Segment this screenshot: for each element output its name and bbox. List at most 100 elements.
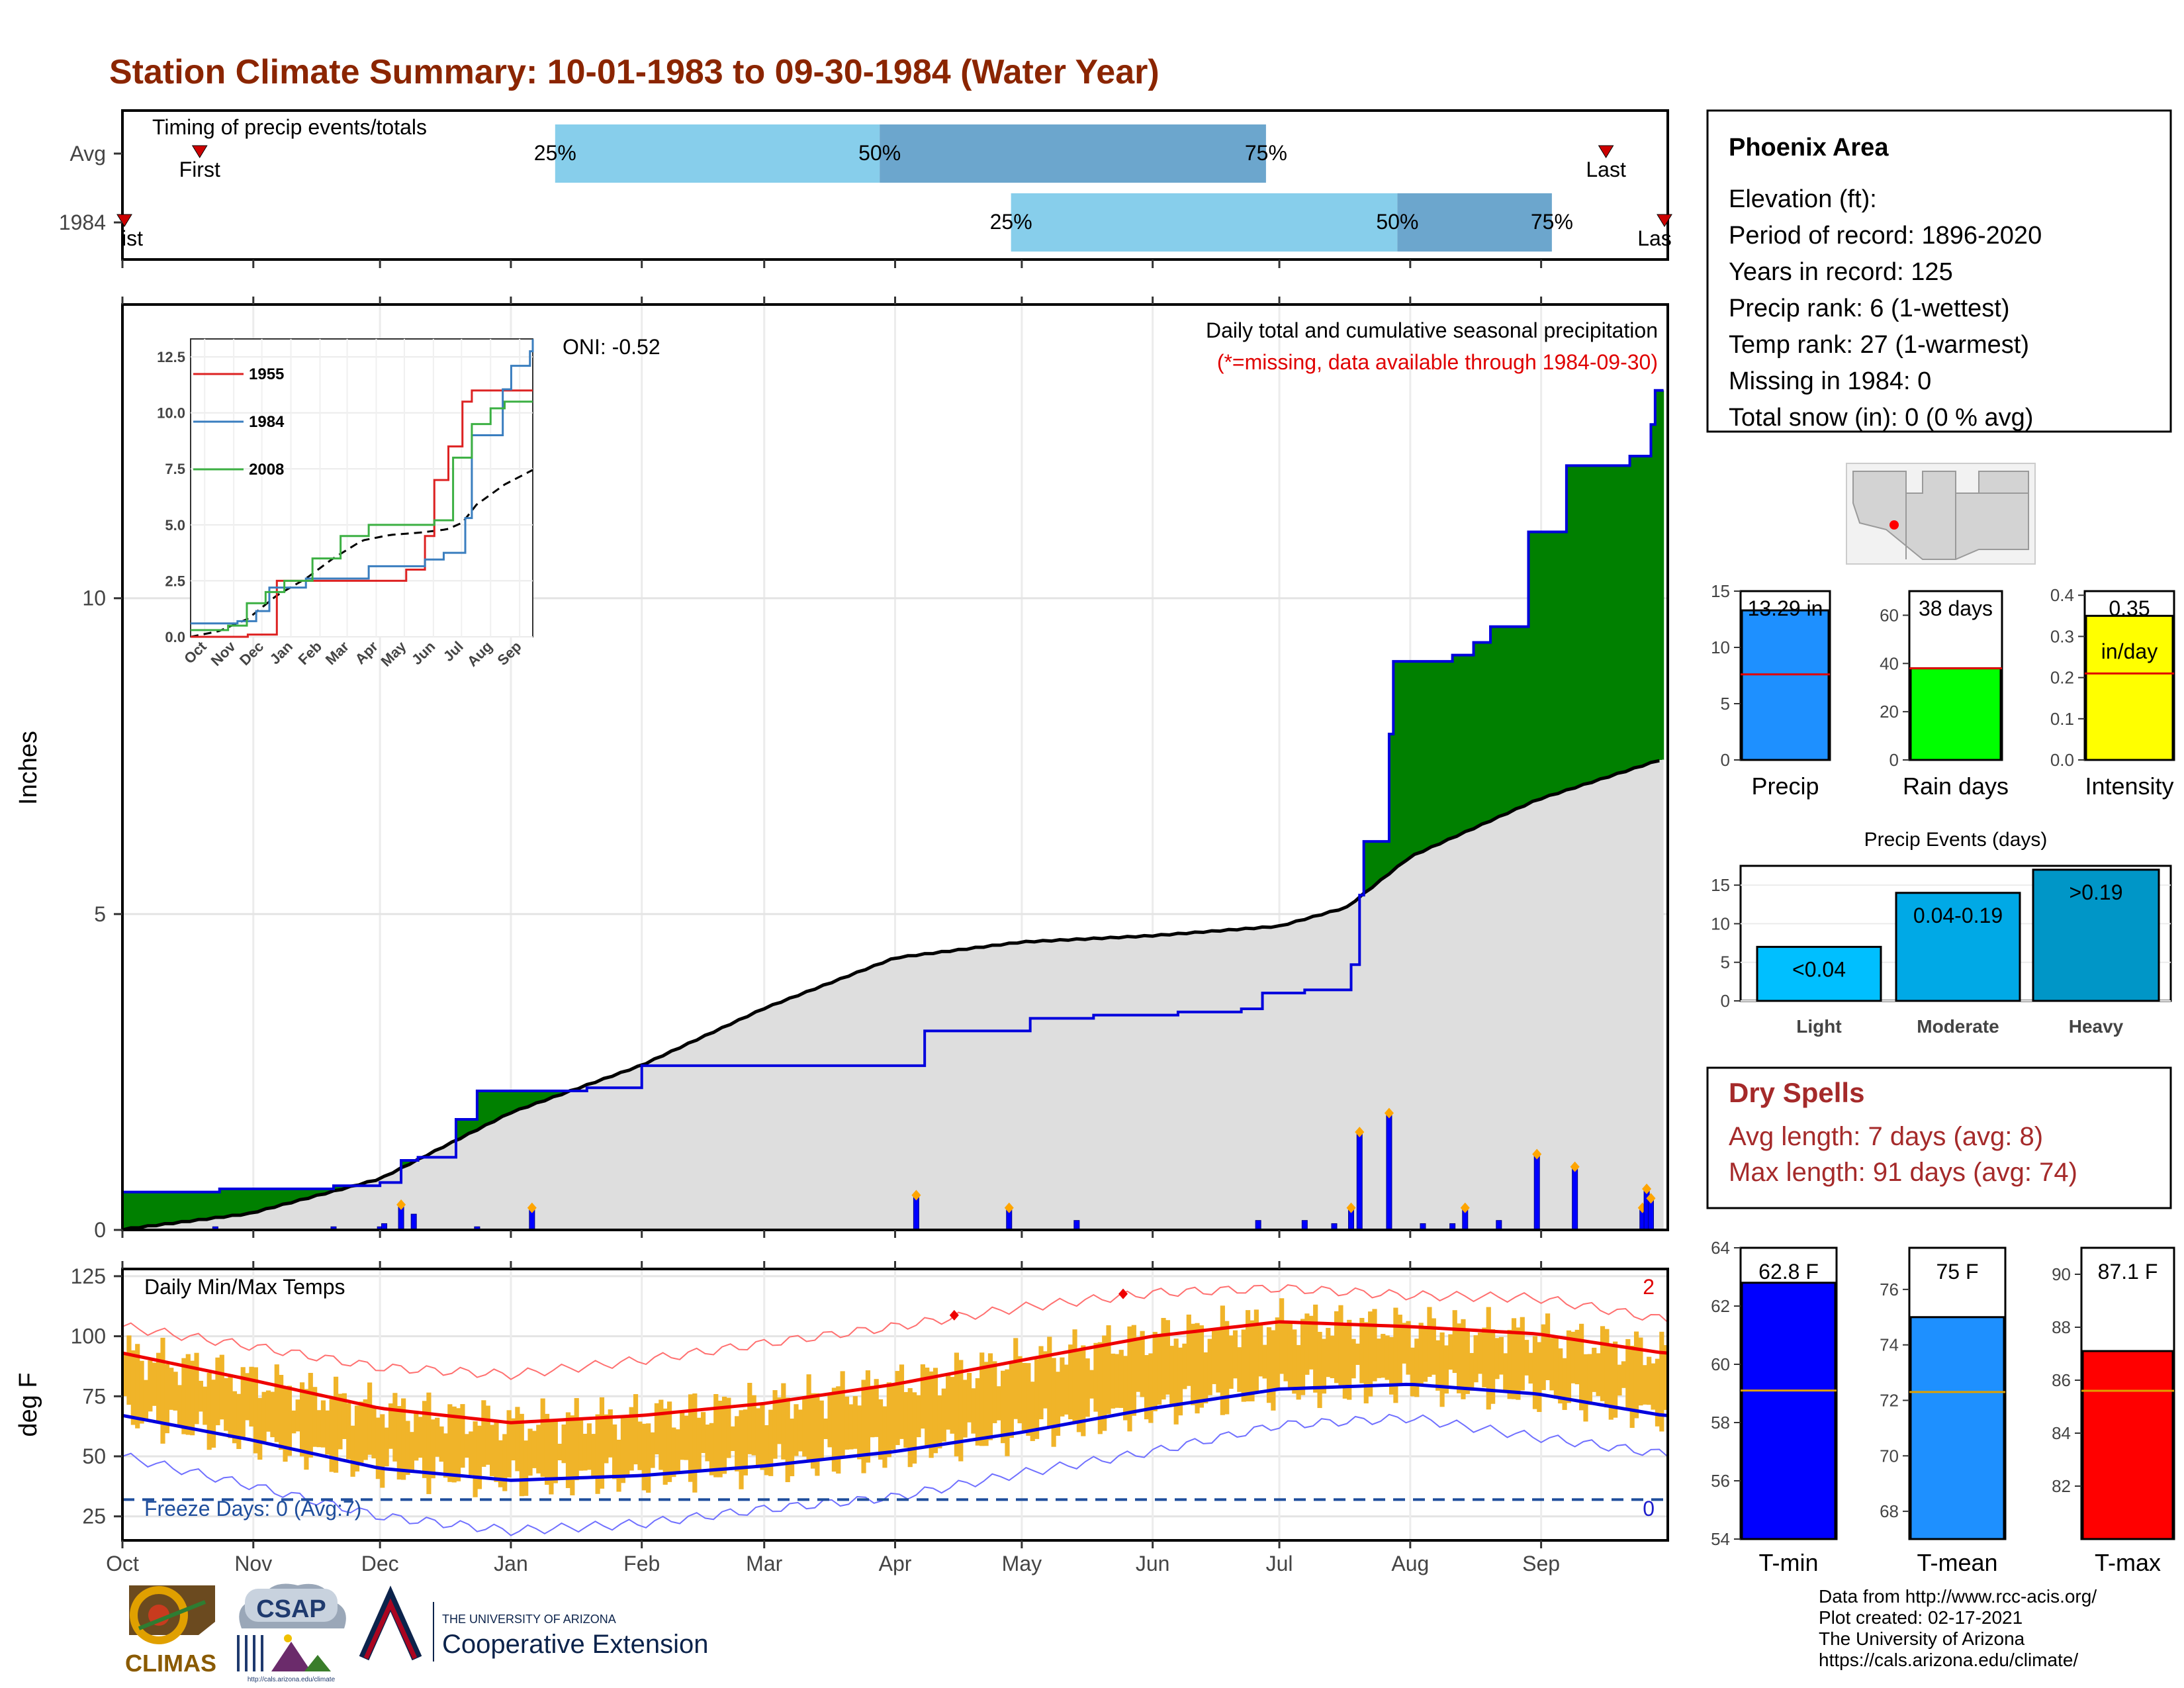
precip-y-tick-label: 0	[94, 1218, 106, 1242]
temp-bar-tick-label: 86	[2052, 1370, 2071, 1390]
precip-departure-area	[544, 1091, 549, 1100]
daily-temp-range-bar	[224, 1378, 229, 1431]
precip-departure-area	[536, 1091, 541, 1103]
temp-bar-tick-label: 54	[1711, 1529, 1730, 1549]
daily-temp-range-bar	[481, 1400, 486, 1467]
daily-temp-range-bar	[1308, 1315, 1314, 1370]
precip-departure-area	[481, 1091, 486, 1127]
daily-temp-range-bar	[177, 1385, 183, 1428]
daily-temp-range-bar	[405, 1421, 410, 1476]
record-high-line	[122, 1284, 1668, 1380]
temp-bar-tick-label: 72	[1880, 1390, 1899, 1410]
daily-temp-range-bar	[1013, 1338, 1019, 1419]
precip-departure-area	[320, 1188, 326, 1195]
precip-departure-area	[557, 1091, 563, 1096]
precip-departure-area	[312, 1188, 318, 1197]
first-event-label: First	[179, 158, 220, 181]
daily-temp-range-bar	[1157, 1336, 1162, 1405]
daily-temp-range-bar	[1477, 1333, 1483, 1374]
precip-departure-area	[240, 1188, 246, 1215]
cumulative-1984-line	[122, 389, 1664, 1194]
precip-departure-area	[1621, 465, 1626, 773]
daily-temp-range-bar	[878, 1399, 884, 1460]
precip-departure-area	[1486, 642, 1491, 823]
daily-temp-range-bar	[916, 1395, 921, 1438]
footer-line: Data from http://www.rcc-acis.org/	[1819, 1586, 2097, 1607]
daily-temp-range-bar	[815, 1393, 820, 1476]
summary-bar-label: Precip	[1751, 773, 1819, 800]
daily-temp-range-bar	[274, 1364, 279, 1442]
daily-temp-range-bar	[941, 1388, 946, 1442]
month-label: Jul	[1266, 1552, 1293, 1575]
daily-temp-range-bar	[1304, 1313, 1310, 1375]
daily-temp-range-bar	[1051, 1358, 1056, 1447]
summary-bar-tick-label: 0.1	[2050, 709, 2074, 729]
precip-departure-area	[531, 1091, 537, 1105]
precip-departure-area	[1549, 532, 1555, 796]
temp-bar-label: T-mean	[1917, 1549, 1997, 1576]
csap-logo-text: CSAP	[256, 1595, 326, 1623]
daily-temp-range-bar	[1115, 1354, 1120, 1408]
inset-y-tick-label: 7.5	[165, 461, 185, 477]
daily-temp-range-bar	[1473, 1335, 1479, 1383]
summary-bar-tick-label: 10	[1711, 637, 1730, 657]
daily-temp-range-bar	[574, 1398, 579, 1481]
daily-temp-range-bar	[1558, 1348, 1563, 1404]
daily-temp-range-bar	[1402, 1323, 1407, 1364]
precip-departure-area	[1498, 626, 1504, 817]
daily-temp-range-bar	[637, 1421, 643, 1470]
precip-departure-area	[1503, 626, 1508, 815]
daily-temp-range-bar	[912, 1392, 917, 1464]
precip-departure-area	[1545, 532, 1550, 797]
daily-temp-range-bar	[659, 1399, 664, 1470]
daily-temp-range-bar	[1034, 1359, 1040, 1439]
daily-temp-range-bar	[1422, 1327, 1428, 1382]
precip-departure-area	[173, 1192, 178, 1224]
daily-temp-range-bar	[1651, 1363, 1656, 1410]
inset-y-tick-label: 0.0	[165, 629, 185, 645]
summary-bar-tick-label: 40	[1880, 653, 1899, 673]
precip-departure-area	[279, 1188, 284, 1206]
daily-temp-range-bar	[646, 1423, 651, 1493]
daily-temp-range-bar	[283, 1387, 288, 1462]
daily-temp-range-bar	[743, 1409, 749, 1476]
precip-departure-area	[1397, 661, 1402, 866]
daily-temp-range-bar	[206, 1372, 212, 1450]
inset-month-label: Jul	[440, 638, 467, 665]
daily-temp-range-bar	[950, 1377, 955, 1434]
precip-departure-area	[261, 1188, 267, 1211]
precip-departure-area	[304, 1188, 309, 1199]
daily-temp-range-bar	[1326, 1328, 1331, 1378]
precip-departure-area	[1381, 841, 1386, 880]
daily-temp-range-bar	[265, 1390, 271, 1432]
daily-temp-range-bar	[316, 1410, 322, 1448]
precip-subtitle: Daily total and cumulative seasonal prec…	[1206, 318, 1658, 342]
daily-temp-range-bar	[1237, 1347, 1242, 1392]
inset-y-tick-label: 10.0	[157, 405, 185, 422]
daily-temp-range-bar	[582, 1433, 588, 1471]
precip-departure-area	[1592, 465, 1597, 782]
daily-temp-range-bar	[735, 1416, 740, 1472]
daily-temp-range-bar	[895, 1371, 900, 1446]
daily-temp-range-bar	[570, 1415, 575, 1495]
daily-temp-range-bar	[232, 1391, 238, 1444]
precip-departure-area	[181, 1192, 187, 1223]
precip-departure-area	[464, 1119, 469, 1136]
inset-y-tick-label: 5.0	[165, 517, 185, 534]
daily-temp-range-bar	[1376, 1338, 1381, 1378]
daily-temp-range-bar	[1228, 1335, 1234, 1389]
inset-month-label: Jun	[408, 638, 438, 668]
last-event-label: Las	[1637, 226, 1672, 250]
daily-temp-range-bar	[549, 1419, 554, 1495]
precip-departure-area	[236, 1188, 242, 1216]
precip-departure-area	[325, 1188, 330, 1194]
precip-departure-area	[257, 1188, 263, 1211]
precip-departure-area	[1477, 642, 1482, 826]
daily-temp-range-bar	[688, 1394, 694, 1482]
daily-temp-range-bar	[1541, 1324, 1546, 1390]
daily-temp-range-bar	[185, 1354, 191, 1435]
temp-bar-tick-label: 68	[1880, 1501, 1899, 1521]
precip-departure-area	[506, 1091, 512, 1115]
daily-temp-range-bar	[346, 1403, 351, 1460]
record-high-marker	[1118, 1288, 1128, 1299]
